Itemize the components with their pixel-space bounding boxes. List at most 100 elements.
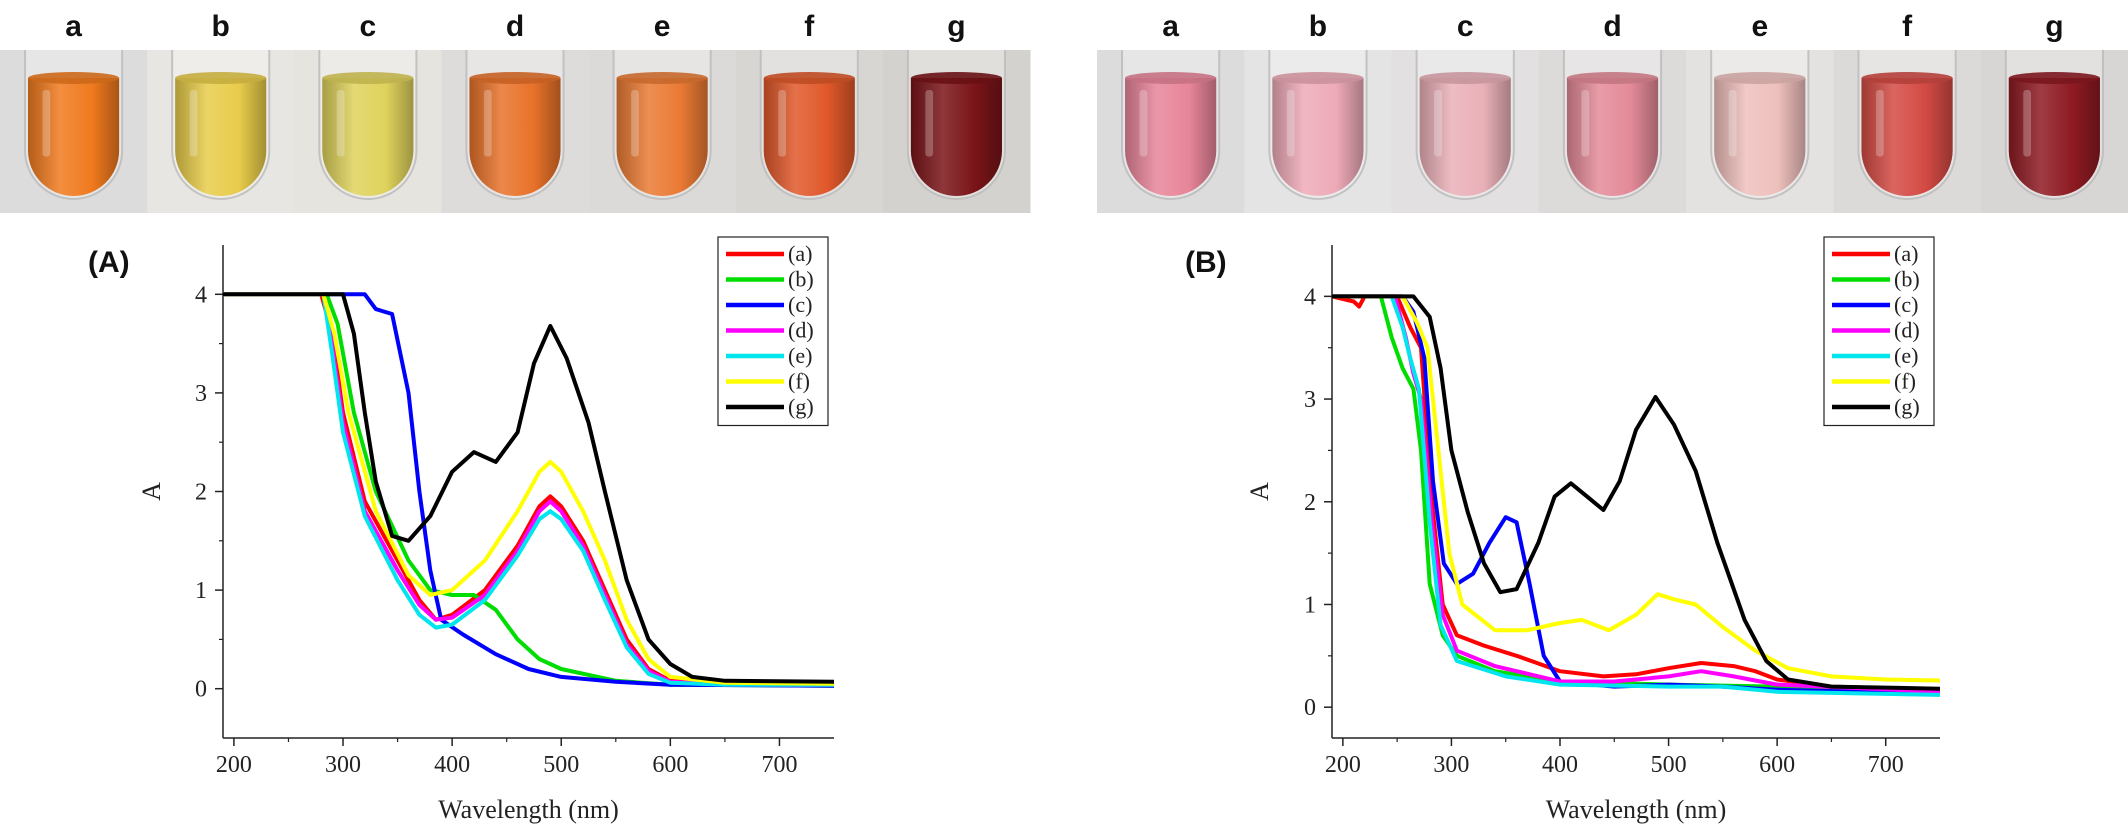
x-tick-label: 700 [1868, 752, 1904, 778]
tube-label-c: c [360, 10, 377, 43]
tube-liquid [763, 78, 855, 196]
x-axis-title: Wavelength (nm) [438, 795, 619, 824]
legend-label-b: (b) [1894, 267, 1920, 292]
x-tick-label: 700 [761, 752, 797, 778]
tube-liquid [616, 78, 708, 197]
tube-meniscus [1125, 72, 1217, 84]
series-line-f [223, 292, 834, 686]
tube-photo-e [588, 50, 737, 213]
tube-label-a: a [1162, 10, 1179, 43]
tube-label-e: e [654, 10, 671, 43]
y-axis-title: A [1245, 482, 1274, 501]
legend-label-e: (e) [1894, 343, 1918, 368]
tube-meniscus [763, 72, 855, 84]
y-axis-title: A [137, 482, 166, 501]
tube-liquid [1272, 78, 1364, 196]
tube-highlight [778, 90, 786, 157]
tube-label-g: g [2045, 10, 2063, 43]
tube-photo-g [882, 50, 1031, 213]
tube-liquid [910, 78, 1002, 197]
legend-label-d: (d) [788, 318, 814, 343]
tube-photo-e [1686, 50, 1834, 213]
tube-meniscus [1566, 72, 1659, 84]
tube-meniscus [1861, 72, 1953, 84]
tube-highlight [1434, 90, 1442, 157]
tube-liquid [28, 78, 120, 196]
tube-highlight [2023, 90, 2032, 157]
legend-label-f: (f) [1894, 369, 1916, 394]
tube-liquid [322, 78, 414, 196]
x-tick-label: 400 [1542, 752, 1578, 778]
tube-label-c: c [1457, 10, 1474, 43]
tube-label-a: a [65, 10, 82, 43]
tube-label-d: d [1603, 10, 1621, 43]
series-line-e [1332, 294, 1940, 697]
x-tick-label: 300 [325, 752, 361, 778]
x-tick-label: 300 [1433, 752, 1469, 778]
tube-highlight [1139, 90, 1148, 157]
legend-label-c: (c) [788, 292, 812, 317]
legend-label-f: (f) [788, 369, 810, 394]
tube-photo-f [735, 50, 884, 213]
y-tick-label: 3 [1304, 387, 1316, 413]
x-tick-label: 600 [652, 752, 688, 778]
series-group [1332, 294, 1940, 697]
tube-highlight [1875, 90, 1884, 157]
panel-label: (B) [1185, 246, 1227, 279]
tube-meniscus [322, 72, 414, 84]
tube-label-f: f [804, 10, 815, 43]
x-tick-label: 500 [1651, 752, 1687, 778]
tube-photo-a [0, 50, 148, 213]
tube-photo-a [1097, 50, 1245, 213]
tube-liquid [1419, 78, 1511, 197]
legend-label-e: (e) [788, 343, 812, 368]
tube-label-d: d [506, 10, 524, 43]
tube-photo-b [1244, 50, 1393, 213]
series-line-f [1332, 294, 1940, 683]
tube-meniscus [616, 72, 708, 84]
tube-highlight [1581, 90, 1590, 157]
tube-liquid [1566, 78, 1659, 197]
legend-label-c: (c) [1894, 292, 1918, 317]
tube-label-g: g [947, 10, 965, 43]
tube-highlight [925, 90, 934, 157]
tube-meniscus [175, 72, 267, 84]
tube-meniscus [1714, 72, 1806, 84]
tube-liquid [1714, 78, 1806, 197]
tube-photo-d [1538, 50, 1687, 213]
y-tick-label: 3 [195, 381, 207, 407]
tube-meniscus [1419, 72, 1511, 84]
legend-label-g: (g) [1894, 394, 1920, 419]
y-tick-label: 2 [1304, 490, 1316, 516]
legend-label-d: (d) [1894, 318, 1920, 343]
tube-meniscus [1272, 72, 1364, 84]
legend-label-a: (a) [788, 241, 812, 266]
tube-label-b: b [1309, 10, 1327, 43]
tube-liquid [1861, 78, 1953, 197]
tube-highlight [1286, 90, 1295, 157]
tube-meniscus [469, 72, 561, 84]
chart-b: (B) 200 300 400 500 600 700 0 1 2 3 4 Wavelength (nm… [1185, 236, 1940, 824]
tube-highlight [631, 90, 639, 157]
tube-highlight [483, 90, 492, 157]
y-tick-label: 1 [195, 578, 207, 604]
series-line-g [1332, 294, 1940, 691]
series-line-b [223, 292, 834, 688]
tube-liquid [175, 78, 267, 196]
x-tick-label: 200 [1325, 752, 1361, 778]
tube-photo-c [1391, 50, 1540, 213]
photo-strip-a: a b c d e f g [0, 10, 1031, 213]
legend: (a)(b)(c)(d)(e)(f)(g) [1823, 236, 1935, 427]
tube-highlight [1728, 90, 1737, 157]
x-tick-label: 500 [543, 752, 579, 778]
photo-strip-b: a b c d e f g [1097, 10, 2128, 213]
legend-label-b: (b) [788, 267, 814, 292]
tube-liquid [469, 78, 561, 196]
tube-photo-c [294, 50, 442, 213]
chart-a: (A) 200 300 400 500 600 700 0 1 2 3 4 Wavelength (nm… [88, 236, 834, 824]
panel-label: (A) [88, 246, 130, 279]
tube-photo-d [441, 50, 590, 213]
x-tick-label: 600 [1759, 752, 1795, 778]
x-tick-label: 200 [216, 752, 252, 778]
